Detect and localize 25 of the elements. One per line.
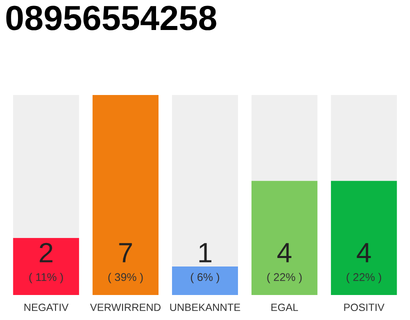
x-tick-label: UNBEKANNTE <box>170 304 240 312</box>
bar <box>13 95 80 238</box>
bar <box>92 95 159 296</box>
data-label: 1 <box>199 243 212 262</box>
data-label: 7 <box>119 243 132 262</box>
bar <box>251 95 318 181</box>
bar <box>251 180 318 296</box>
x-tick-label: POSITIV <box>344 304 384 312</box>
annotation: ( 6% ) <box>190 272 220 284</box>
bar <box>330 180 397 296</box>
bar <box>172 95 238 266</box>
data-label: 2 <box>40 242 52 262</box>
x-tick-label: EGAL <box>271 304 298 312</box>
annotation: ( 39% ) <box>108 272 143 284</box>
bar <box>13 238 80 296</box>
x-tick-label: VERWIRREND <box>90 304 161 311</box>
data-label: 4 <box>277 243 292 262</box>
x-tick-label: NEGATIV <box>24 304 69 312</box>
annotation: ( 11% ) <box>29 272 63 284</box>
annotation: ( 22% ) <box>267 272 302 284</box>
bar <box>330 95 397 181</box>
chart-title: 08956554258 <box>6 6 216 30</box>
bar <box>172 266 238 296</box>
data-label: 4 <box>356 243 371 262</box>
annotation: ( 22% ) <box>346 272 382 284</box>
